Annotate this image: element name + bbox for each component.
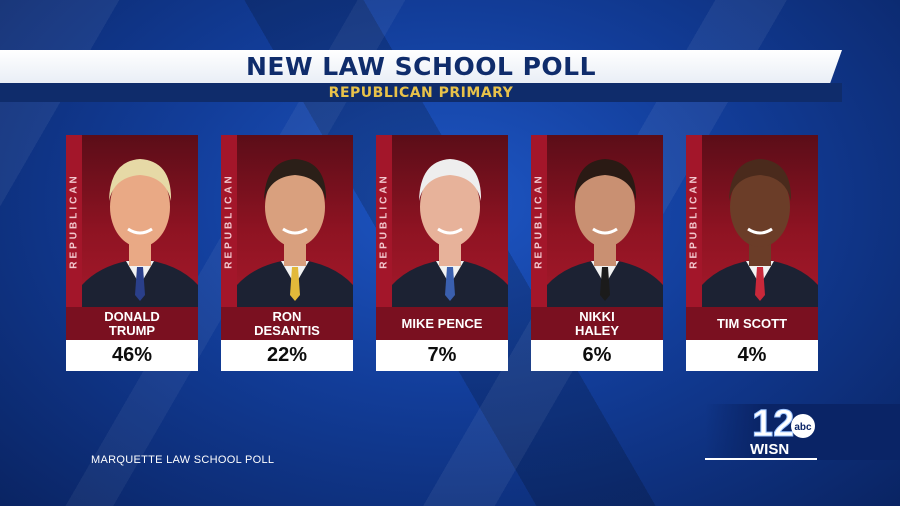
candidate-percent: 7% [427,344,457,366]
party-label: REPUBLICAN [223,173,235,269]
party-label: REPUBLICAN [533,173,545,269]
face-shape [420,167,480,247]
candidate-name: DONALD TRUMP [104,308,160,338]
smile-shape [127,227,153,235]
candidate-photo: REPUBLICAN [66,135,198,307]
face-shape [575,167,635,247]
party-strip: REPUBLICAN [221,135,237,307]
candidate-photo: REPUBLICAN [376,135,508,307]
candidate-name: RON DESANTIS [254,308,320,338]
hair-shape [419,159,482,201]
party-label: REPUBLICAN [378,173,390,269]
hair-shape [109,159,172,201]
face-shape [730,167,790,247]
tie-shape [755,267,765,301]
tie-shape [445,267,455,301]
candidate-percent: 22% [266,344,308,366]
candidate-percent-box: 4% [686,340,818,371]
page-title: NEW LAW SCHOOL POLL [245,52,597,81]
candidate-portrait [237,159,353,307]
page-subtitle: REPUBLICAN PRIMARY [328,84,514,101]
face-shape [110,167,170,247]
candidate-percent: 4% [737,344,767,366]
candidate-portrait [547,159,663,307]
candidate-name-box: MIKE PENCE [376,307,508,340]
party-label: REPUBLICAN [688,173,700,269]
station-number: 12 [752,403,794,445]
candidate-card: REPUBLICAN RON DESANTIS 22% [221,135,353,371]
tie-shape [600,267,610,301]
party-strip: REPUBLICAN [686,135,702,307]
candidate-percent-box: 46% [66,340,198,371]
candidate-photo: REPUBLICAN [221,135,353,307]
candidate-name: TIM SCOTT [716,315,788,331]
candidate-name-box: TIM SCOTT [686,307,818,340]
smile-shape [437,227,463,235]
party-strip: REPUBLICAN [376,135,392,307]
candidate-name: NIKKI HALEY [574,308,620,338]
source-credit: MARQUETTE LAW SCHOOL POLL [91,454,275,466]
candidate-portrait [392,159,508,307]
party-strip: REPUBLICAN [531,135,547,307]
smile-shape [747,227,773,235]
party-label: REPUBLICAN [68,173,80,269]
candidate-name: MIKE PENCE [401,315,483,331]
subtitle-banner: REPUBLICAN PRIMARY [0,83,842,102]
station-bug-underline [705,458,817,460]
smile-shape [282,227,308,235]
candidate-card: REPUBLICAN TIM SCOTT 4% [686,135,818,371]
candidate-name-box: NIKKI HALEY [531,307,663,340]
candidate-percent-box: 6% [531,340,663,371]
smile-shape [592,227,618,235]
candidate-card: REPUBLICAN MIKE PENCE 7% [376,135,508,371]
candidate-percent: 46% [111,344,153,366]
station-logo: 12 abc WISN [750,403,815,458]
hair-shape [729,159,792,201]
network-name: abc [794,422,812,433]
candidate-card: REPUBLICAN NIKKI HALEY 6% [531,135,663,371]
candidate-photo: REPUBLICAN [686,135,818,307]
candidate-card: REPUBLICAN DONALD TRUMP 46% [66,135,198,371]
candidate-photo: REPUBLICAN [531,135,663,307]
candidate-percent: 6% [582,344,612,366]
candidate-portrait [82,159,198,307]
network-circle [791,414,815,438]
hair-shape [264,159,327,201]
station-call-sign: WISN [750,441,789,458]
tie-shape [135,267,145,301]
title-banner: NEW LAW SCHOOL POLL [0,50,842,83]
candidate-portrait [702,159,818,307]
face-shape [265,167,325,247]
party-strip: REPUBLICAN [66,135,82,307]
candidate-percent-box: 7% [376,340,508,371]
candidate-name-box: DONALD TRUMP [66,307,198,340]
candidate-percent-box: 22% [221,340,353,371]
candidate-name-box: RON DESANTIS [221,307,353,340]
hair-shape [574,159,637,201]
tie-shape [290,267,300,301]
